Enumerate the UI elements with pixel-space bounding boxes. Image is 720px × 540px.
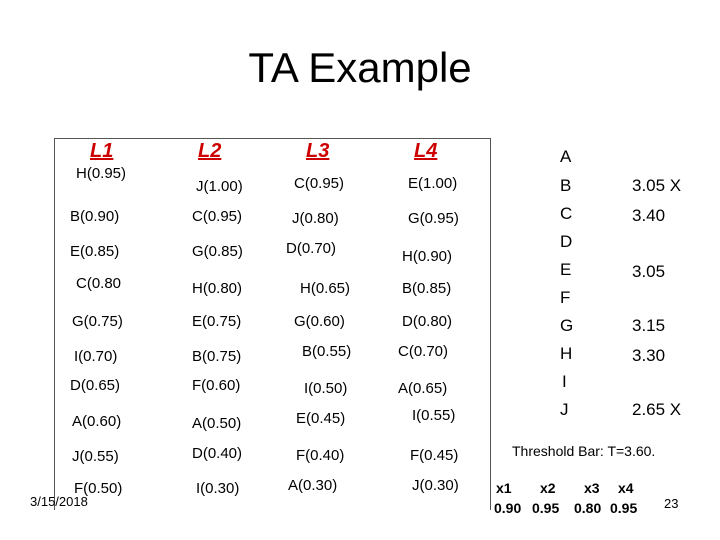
list-item: I(0.70) bbox=[74, 348, 118, 365]
list-item: F(0.45) bbox=[410, 447, 459, 464]
result-letter: J bbox=[560, 400, 569, 419]
list-item: H(0.95) bbox=[76, 165, 127, 182]
result-value: 3.30 bbox=[632, 346, 666, 365]
list-item: G(0.60) bbox=[294, 313, 345, 330]
list-item: E(1.00) bbox=[408, 175, 458, 192]
list-item: C(0.95) bbox=[294, 175, 345, 192]
list-item: G(0.95) bbox=[408, 210, 459, 227]
list-item: F(0.50) bbox=[74, 480, 123, 497]
list-item: A(0.30) bbox=[288, 477, 338, 494]
footer-date: 3/15/2018 bbox=[30, 494, 88, 509]
slide-title: TA Example bbox=[248, 44, 472, 91]
result-value: 3.15 bbox=[632, 316, 666, 335]
x-label: x1 bbox=[496, 480, 512, 496]
list-item: D(0.70) bbox=[286, 240, 337, 257]
result-letter: D bbox=[560, 232, 573, 251]
x-value: 0.95 bbox=[532, 500, 560, 516]
x-value: 0.95 bbox=[610, 500, 638, 516]
list-item: F(0.40) bbox=[296, 447, 345, 464]
list-item: J(0.55) bbox=[72, 448, 119, 465]
list-item: D(0.40) bbox=[192, 445, 243, 462]
threshold-label: Threshold Bar: T=3.60. bbox=[512, 443, 656, 459]
page-number: 23 bbox=[664, 496, 679, 511]
result-letter: A bbox=[560, 147, 572, 166]
list-item: D(0.65) bbox=[70, 377, 121, 394]
list-item: E(0.75) bbox=[192, 313, 242, 330]
list-item: C(0.80 bbox=[76, 275, 122, 292]
list-item: I(0.50) bbox=[304, 380, 348, 397]
x-value: 0.80 bbox=[574, 500, 602, 516]
result-letter: C bbox=[560, 204, 573, 223]
list-item: E(0.45) bbox=[296, 410, 346, 427]
list-item: I(0.55) bbox=[412, 407, 456, 424]
list-header-l1: L1 bbox=[90, 140, 114, 162]
result-letter: E bbox=[560, 260, 572, 279]
table-top-border bbox=[54, 138, 490, 139]
list-item: B(0.85) bbox=[402, 280, 452, 297]
list-item: F(0.60) bbox=[192, 377, 241, 394]
result-value: 3.05 bbox=[632, 262, 666, 281]
table-left-border bbox=[54, 138, 55, 510]
result-value: 3.05 X bbox=[632, 176, 682, 195]
list-item: J(1.00) bbox=[196, 178, 243, 195]
list-item: G(0.85) bbox=[192, 243, 243, 260]
list-item: G(0.75) bbox=[72, 313, 123, 330]
list-header-l3: L3 bbox=[306, 140, 330, 162]
list-item: H(0.80) bbox=[192, 280, 243, 297]
list-item: J(0.30) bbox=[412, 477, 459, 494]
list-item: B(0.90) bbox=[70, 208, 120, 225]
list-item: E(0.85) bbox=[70, 243, 120, 260]
result-letter: H bbox=[560, 344, 573, 363]
result-letter: G bbox=[560, 316, 574, 335]
table-right-border bbox=[490, 138, 491, 510]
list-item: H(0.65) bbox=[300, 280, 351, 297]
result-letter: I bbox=[562, 372, 567, 391]
result-letter: F bbox=[560, 288, 571, 307]
list-item: J(0.80) bbox=[292, 210, 339, 227]
list-item: C(0.95) bbox=[192, 208, 243, 225]
x-label: x4 bbox=[618, 480, 634, 496]
result-letter: B bbox=[560, 176, 572, 195]
list-item: C(0.70) bbox=[398, 343, 449, 360]
list-item: D(0.80) bbox=[402, 313, 453, 330]
list-header-l2: L2 bbox=[198, 140, 222, 162]
list-item: A(0.65) bbox=[398, 380, 448, 397]
list-item: B(0.75) bbox=[192, 348, 242, 365]
result-value: 3.40 bbox=[632, 206, 666, 225]
list-item: A(0.60) bbox=[72, 413, 122, 430]
list-item: I(0.30) bbox=[196, 480, 240, 497]
result-value: 2.65 X bbox=[632, 400, 682, 419]
x-value: 0.90 bbox=[494, 500, 522, 516]
x-label: x3 bbox=[584, 480, 600, 496]
list-item: H(0.90) bbox=[402, 248, 453, 265]
list-item: A(0.50) bbox=[192, 415, 242, 432]
list-item: B(0.55) bbox=[302, 343, 352, 360]
x-label: x2 bbox=[540, 480, 556, 496]
list-header-l4: L4 bbox=[414, 140, 438, 162]
